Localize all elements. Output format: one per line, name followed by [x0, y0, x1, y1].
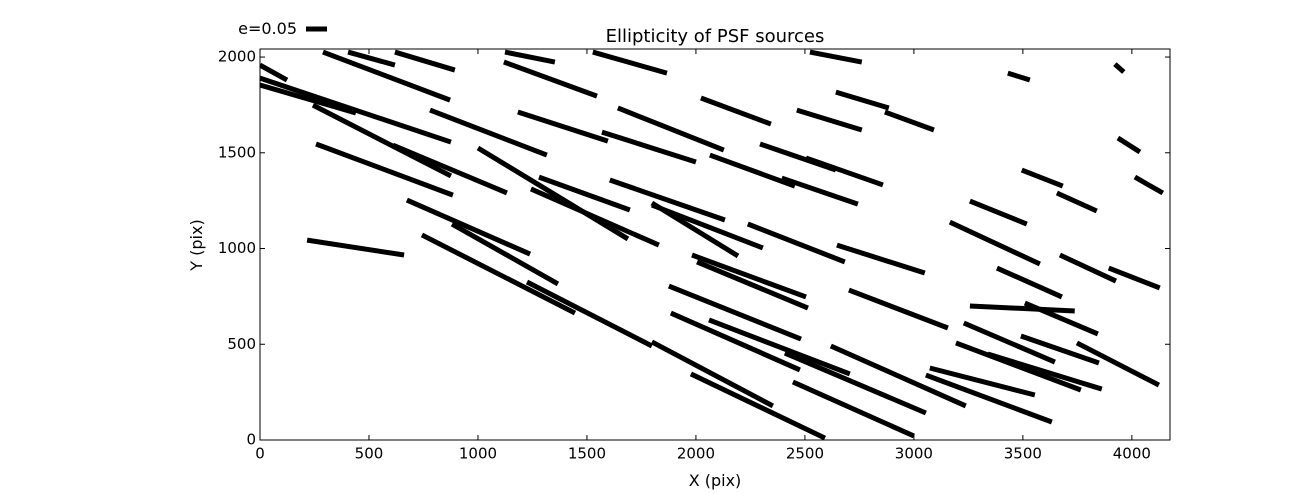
whisker [805, 155, 884, 188]
whisker [650, 339, 775, 409]
whisker [836, 242, 926, 276]
whisker [306, 237, 405, 258]
whisker [429, 107, 548, 158]
whisker [1133, 174, 1165, 196]
whisker [315, 141, 454, 198]
whisker [987, 351, 1103, 392]
whisker [696, 259, 809, 311]
whisker [1116, 135, 1142, 155]
whisker [529, 186, 660, 248]
whisker [517, 109, 609, 144]
whisker [601, 129, 697, 165]
legend-label: e=0.05 [238, 19, 297, 38]
whisker [884, 109, 935, 133]
whisker [955, 340, 1082, 393]
x-tick-label: 1000 [459, 445, 497, 463]
whisker [260, 62, 289, 83]
whisker [929, 365, 1036, 398]
y-tick-label: 0 [246, 431, 256, 449]
x-tick-label: 500 [355, 445, 384, 463]
whisker [394, 49, 456, 73]
chart-title: Ellipticity of PSF sources [606, 26, 825, 47]
whisker [1113, 62, 1126, 74]
whisker [962, 320, 1056, 365]
whisker [783, 350, 927, 416]
x-axis-label: X (pix) [689, 471, 742, 490]
whisker [538, 174, 631, 213]
whisker [1007, 70, 1031, 83]
whisker [1023, 300, 1099, 337]
whisker [609, 177, 726, 223]
whisker [700, 95, 772, 127]
y-tick-label: 500 [227, 335, 256, 353]
x-tick-label: 3500 [1004, 445, 1042, 463]
whisker [948, 219, 1041, 267]
whisker [260, 82, 357, 116]
x-tick-label: 2000 [677, 445, 715, 463]
whisker [780, 175, 859, 207]
whisker [420, 232, 577, 316]
whisker [829, 343, 967, 409]
whisker [391, 142, 508, 196]
whisker [525, 279, 654, 349]
segments [260, 49, 1165, 440]
whisker [504, 49, 556, 65]
whisker [1058, 252, 1117, 284]
whisker [260, 75, 452, 145]
whisker [450, 221, 560, 287]
y-axis-label: Y (pix) [187, 219, 206, 271]
whisker [791, 379, 915, 439]
whisker [968, 198, 1028, 227]
whisker [746, 221, 846, 265]
axes: 0 500 1000 1500 2000 2500 3000 3500 4000 0 500 1000… [218, 48, 1170, 463]
whisker [1075, 340, 1161, 388]
x-tick-label: 3000 [895, 445, 933, 463]
whisker [848, 287, 949, 331]
whisker [405, 197, 532, 257]
whisker [1020, 333, 1100, 366]
whisker [1020, 167, 1064, 189]
whisker [1107, 265, 1161, 291]
whisker [691, 252, 807, 300]
whisker [809, 49, 863, 65]
whisker [503, 59, 598, 99]
whisker [1055, 190, 1098, 214]
x-tick-label: 0 [255, 445, 265, 463]
whisker [347, 49, 396, 68]
whisker [592, 49, 668, 76]
whisker [709, 152, 796, 189]
y-tick-label: 1000 [218, 239, 256, 257]
x-tick-label: 4000 [1113, 445, 1151, 463]
whisker [969, 303, 1075, 314]
whisker [708, 317, 851, 377]
whisker [835, 89, 890, 111]
whisker [667, 283, 802, 342]
whisker [311, 102, 453, 179]
whisker [476, 145, 630, 242]
whisker [796, 107, 863, 133]
plot-frame [259, 48, 1171, 441]
whisker [650, 200, 740, 259]
whisker [925, 372, 1053, 425]
whisker [616, 105, 725, 153]
y-tick-label: 2000 [218, 48, 256, 66]
y-tick-label: 1500 [218, 143, 256, 161]
x-tick-label: 1500 [568, 445, 606, 463]
whisker [689, 371, 827, 440]
x-tick-label: 2500 [786, 445, 824, 463]
whisker [669, 310, 801, 373]
whisker [322, 49, 451, 103]
whisker [995, 265, 1063, 300]
